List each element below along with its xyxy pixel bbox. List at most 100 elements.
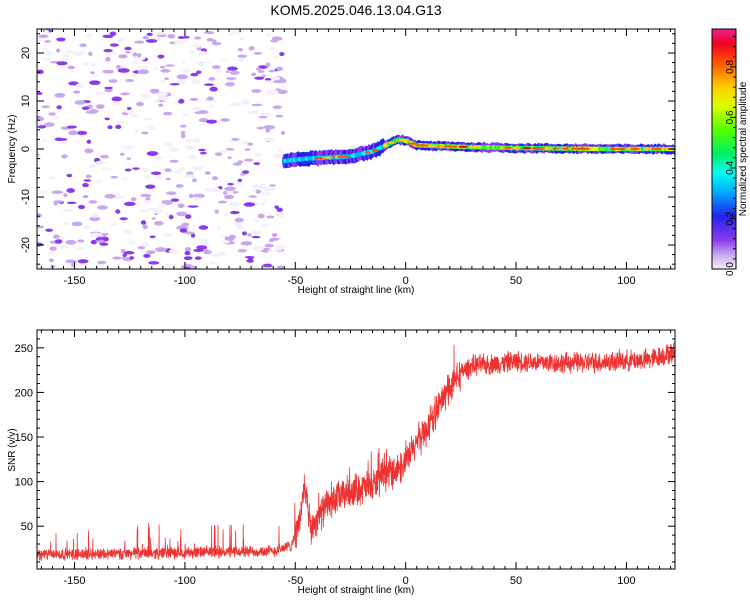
- noise-blob: [63, 193, 68, 197]
- noise-blob: [185, 144, 197, 150]
- noise-blob: [169, 83, 180, 86]
- snr-series-line: [37, 342, 675, 562]
- noise-blob: [77, 259, 89, 264]
- noise-blob: [125, 78, 134, 83]
- noise-blob: [99, 242, 109, 246]
- noise-blob: [212, 65, 221, 70]
- noise-blob: [48, 258, 55, 263]
- noise-blob: [253, 162, 261, 166]
- noise-blob: [176, 211, 188, 217]
- noise-blob: [249, 264, 260, 268]
- noise-blob: [94, 91, 105, 95]
- noise-blob: [270, 76, 281, 81]
- noise-blob: [117, 68, 130, 73]
- noise-blob: [76, 247, 87, 250]
- colorbar-tick-label: 0.8: [725, 60, 736, 74]
- noise-blob: [275, 114, 284, 118]
- noise-blob: [264, 77, 272, 81]
- noise-blob: [91, 74, 99, 78]
- noise-blob: [134, 40, 145, 44]
- noise-blob: [223, 213, 229, 217]
- noise-blob: [277, 89, 288, 95]
- noise-blob: [268, 238, 275, 243]
- noise-blob: [101, 232, 109, 236]
- noise-blob: [73, 90, 81, 94]
- noise-blob: [214, 152, 223, 157]
- noise-blob: [83, 225, 91, 229]
- noise-blob: [189, 97, 199, 101]
- noise-blob: [155, 175, 164, 180]
- noise-blob: [100, 154, 109, 159]
- colorbar-gradient: [712, 29, 736, 269]
- noise-blob: [204, 187, 215, 192]
- noise-blob: [191, 165, 204, 171]
- noise-blob: [67, 125, 77, 129]
- noise-blob: [258, 186, 267, 191]
- noise-blob: [125, 51, 131, 54]
- noise-blob: [177, 203, 185, 209]
- noise-blob: [44, 50, 53, 56]
- noise-blob: [273, 153, 282, 159]
- noise-blob: [184, 231, 195, 235]
- noise-blob: [142, 200, 153, 204]
- noise-blob: [224, 186, 236, 192]
- signal-peak: [364, 151, 371, 154]
- noise-blob: [37, 142, 42, 146]
- noise-blob: [226, 77, 237, 80]
- noise-blob: [140, 193, 152, 198]
- snr-frame: [36, 329, 676, 570]
- snr-xtick-label: 0: [403, 575, 409, 587]
- signal-peak: [388, 141, 395, 144]
- noise-blob: [182, 35, 190, 39]
- noise-blob: [273, 55, 279, 59]
- noise-blob: [192, 138, 202, 143]
- noise-blob: [224, 82, 235, 87]
- noise-blob: [126, 109, 136, 115]
- noise-blob: [215, 68, 221, 73]
- noise-blob: [164, 212, 170, 217]
- noise-blob: [104, 117, 110, 121]
- signal-peak: [629, 147, 641, 151]
- noise-blob: [192, 106, 203, 110]
- noise-blob: [227, 182, 234, 186]
- colorbar-label: Normalized spectral amplitude: [738, 81, 749, 216]
- noise-blob: [218, 200, 227, 204]
- noise-blob: [118, 54, 128, 59]
- noise-blob: [136, 52, 142, 58]
- noise-blob: [217, 251, 227, 256]
- noise-blob: [115, 192, 121, 197]
- spectrogram-xtick-label: 100: [617, 275, 635, 287]
- noise-blob: [214, 209, 219, 214]
- noise-blob: [42, 139, 48, 143]
- noise-blob: [53, 234, 60, 239]
- noise-blob: [228, 103, 236, 107]
- noise-blob: [151, 217, 156, 220]
- noise-blob: [68, 81, 79, 86]
- noise-blob: [103, 49, 113, 53]
- noise-blob: [193, 193, 205, 198]
- noise-blob: [64, 50, 76, 53]
- noise-blob: [164, 168, 172, 173]
- noise-blob: [66, 201, 77, 205]
- noise-blob: [263, 80, 274, 84]
- noise-blob: [240, 173, 246, 176]
- noise-blob: [96, 104, 105, 109]
- noise-blob: [86, 139, 92, 144]
- noise-blob: [231, 30, 244, 34]
- noise-blob: [85, 110, 98, 114]
- noise-blob: [104, 51, 117, 56]
- noise-blob: [61, 141, 67, 145]
- snr-ylabel: SNR (v/v): [7, 428, 18, 471]
- noise-blob: [164, 142, 174, 147]
- noise-blob: [104, 193, 116, 199]
- noise-blob: [123, 145, 134, 150]
- noise-blob: [170, 198, 180, 202]
- noise-blob: [142, 35, 149, 40]
- noise-blob: [168, 147, 180, 152]
- noise-blob: [197, 238, 209, 243]
- noise-blob: [198, 50, 207, 56]
- noise-blob: [190, 233, 196, 238]
- noise-blob: [148, 261, 160, 265]
- noise-blob: [56, 61, 68, 66]
- noise-blob: [37, 69, 44, 75]
